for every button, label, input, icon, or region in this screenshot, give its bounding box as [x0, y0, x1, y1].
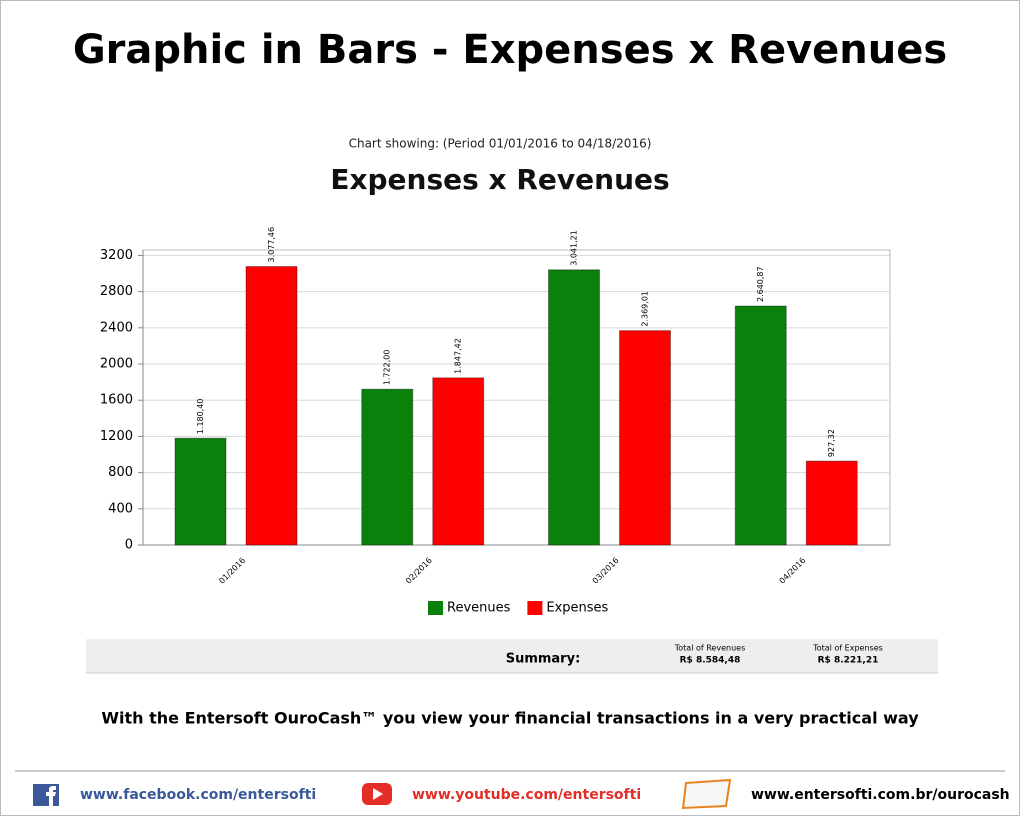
bar: [174, 437, 227, 546]
value-label: 927,32: [827, 429, 836, 457]
site-link[interactable]: www.entersofti.com.br/ourocash: [751, 787, 1010, 803]
chart-subtitle: Chart showing: (Period 01/01/2016 to 04/…: [349, 137, 652, 151]
y-tick-label: 2000: [100, 357, 133, 372]
y-tick-label: 800: [108, 465, 133, 480]
entersoft-logo: [681, 778, 732, 810]
summary-bar: [86, 639, 938, 673]
legend-swatch: [527, 601, 543, 615]
value-label: 1.847,42: [454, 338, 463, 374]
summary-label: Summary:: [506, 652, 581, 667]
youtube-link[interactable]: www.youtube.com/entersofti: [412, 787, 641, 803]
value-label: 3.041,21: [570, 230, 579, 266]
facebook-link[interactable]: www.facebook.com/entersofti: [80, 787, 316, 803]
legend-label: Expenses: [546, 601, 608, 616]
facebook-glyph: [46, 786, 56, 806]
y-tick-label: 2800: [100, 284, 133, 299]
bar: [734, 305, 787, 546]
y-tick-label: 3200: [100, 248, 133, 263]
summary-revenues-title: Total of Revenues: [674, 644, 746, 653]
bar: [619, 330, 671, 546]
value-label: 3.077,46: [267, 227, 276, 263]
y-tick-label: 0: [125, 538, 133, 553]
legend-swatch: [428, 601, 443, 615]
bar: [361, 388, 414, 546]
bar: [548, 269, 600, 546]
youtube-glyph: [373, 788, 383, 800]
y-tick-label: 2400: [100, 320, 133, 335]
bar: [805, 460, 858, 546]
value-label: 2.369,01: [641, 291, 650, 327]
value-label: 1.180,40: [196, 399, 205, 435]
y-tick-label: 1200: [100, 429, 133, 444]
summary-expenses-total: R$ 8.221,21: [818, 656, 879, 666]
bar: [245, 266, 298, 546]
summary-expenses-title: Total of Expenses: [812, 644, 883, 653]
y-tick-label: 400: [108, 501, 133, 516]
value-label: 2.640,87: [756, 266, 765, 302]
value-label: 1.722,00: [383, 350, 392, 386]
summary-revenues-total: R$ 8.584,48: [680, 656, 741, 666]
page-title: Graphic in Bars - Expenses x Revenues: [73, 27, 947, 73]
tagline: With the Entersoft OuroCash™ you view yo…: [101, 709, 919, 728]
bar: [432, 377, 485, 546]
y-tick-label: 1600: [100, 393, 133, 408]
chart-title: Expenses x Revenues: [330, 163, 669, 196]
legend-label: Revenues: [447, 601, 511, 616]
